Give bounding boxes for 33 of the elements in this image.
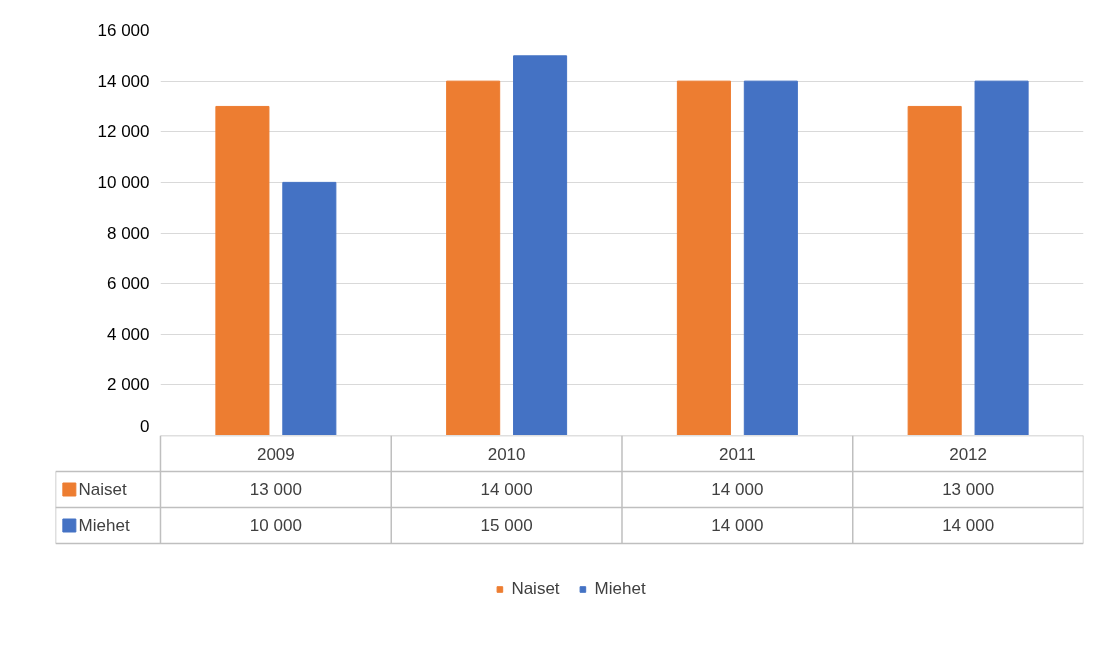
data-label: 13 000	[249, 480, 302, 499]
y-tick-label: 6 000	[106, 274, 150, 294]
y-tick-label: 16 000	[97, 21, 150, 40]
data-label: 14 000	[711, 480, 764, 499]
y-tick-label: 2 000	[106, 375, 150, 395]
y-tick-label: 14 000	[97, 71, 150, 91]
bar	[513, 55, 568, 435]
legend-label: Miehet	[594, 579, 646, 599]
bar	[446, 80, 501, 435]
x-tick-label: 2012	[949, 444, 988, 464]
data-label: 10 000	[249, 516, 302, 535]
bar	[215, 105, 270, 435]
y-tick-label: 12 000	[97, 122, 150, 142]
data-label: 15 000	[480, 516, 533, 535]
data-label: 14 000	[480, 480, 533, 499]
y-tick-label: 8 000	[106, 223, 150, 243]
bar	[676, 80, 731, 435]
bar	[282, 181, 337, 435]
x-tick-label: 2009	[256, 444, 295, 464]
bar	[907, 105, 962, 435]
y-tick-label: 10 000	[97, 172, 150, 192]
data-label: 13 000	[942, 480, 995, 499]
data-label: 14 000	[711, 516, 764, 535]
data-label: 14 000	[942, 516, 995, 535]
legend-label: Naiset	[78, 480, 128, 499]
x-tick-label: 2011	[719, 444, 756, 464]
x-tick-label: 2010	[487, 444, 526, 464]
text: Naiset	[511, 579, 560, 598]
y-tick-label: 4 000	[106, 324, 150, 344]
bar	[974, 80, 1029, 435]
bar	[743, 80, 798, 435]
y-tick-label: 0	[140, 416, 150, 436]
text: Miehet	[78, 516, 130, 535]
